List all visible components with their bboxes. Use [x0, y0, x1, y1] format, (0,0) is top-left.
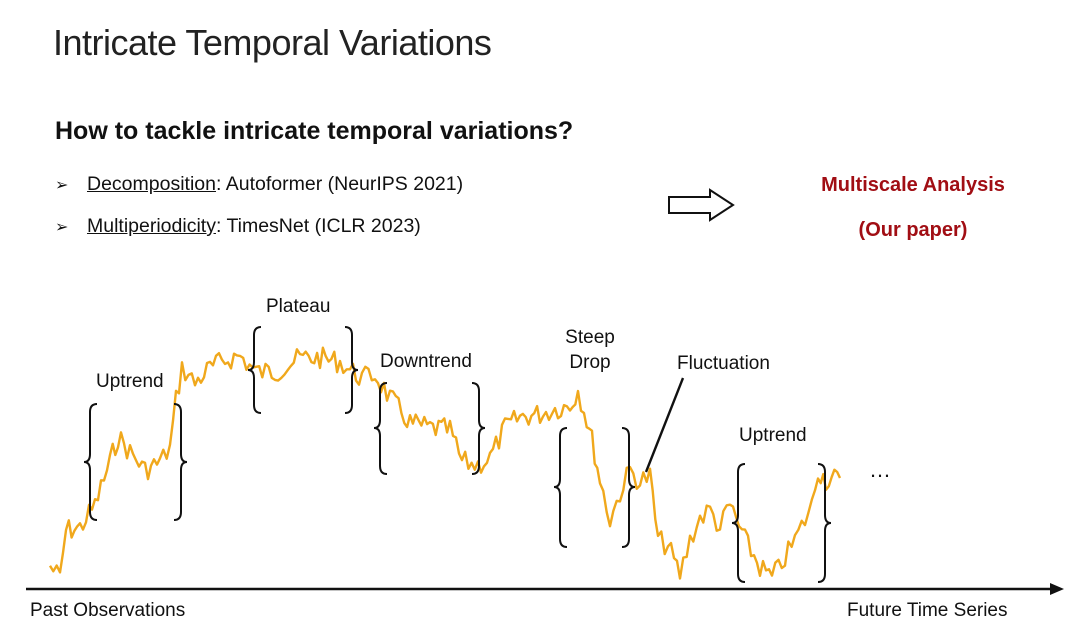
- brace-uptrend2-right: [817, 463, 832, 583]
- label-uptrend-2: Uptrend: [739, 425, 807, 446]
- bullet-term: Multiperiodicity: [87, 215, 216, 237]
- bullet-arrow-icon: ➢: [55, 176, 69, 194]
- label-steep: Steep: [565, 327, 615, 348]
- brace-uptrend2-left: [731, 463, 746, 583]
- question-heading: How to tackle intricate temporal variati…: [55, 117, 574, 145]
- brace-downtrend-right: [471, 382, 486, 475]
- time-axis-arrowhead-icon: [1050, 583, 1064, 595]
- bullet-term: Decomposition: [87, 173, 216, 195]
- right-arrow-icon: [668, 188, 735, 222]
- label-uptrend-1: Uptrend: [96, 371, 164, 392]
- our-paper-label: (Our paper): [858, 219, 968, 241]
- bullet-detail: : TimesNet (ICLR 2023): [215, 215, 421, 237]
- label-fluctuation: Fluctuation: [677, 353, 770, 374]
- future-time-series-label: Future Time Series: [847, 600, 1008, 621]
- bullet-multiperiodicity: ➢ Multiperiodicity : TimesNet (ICLR 2023…: [55, 215, 421, 238]
- brace-plateau-left: [247, 326, 262, 414]
- brace-uptrend-right: [173, 403, 188, 521]
- label-drop: Drop: [569, 352, 611, 373]
- brace-steep-drop-left: [553, 427, 568, 548]
- multiscale-title: Multiscale Analysis: [821, 174, 1005, 196]
- brace-plateau-right: [344, 326, 359, 414]
- label-downtrend: Downtrend: [380, 351, 472, 372]
- label-plateau: Plateau: [266, 296, 331, 317]
- time-series-line: [48, 346, 842, 580]
- bullet-arrow-icon: ➢: [55, 218, 69, 236]
- bullet-detail: : Autoformer (NeurIPS 2021): [215, 173, 464, 195]
- ellipsis-continuation: …: [869, 457, 891, 482]
- slide-title: Intricate Temporal Variations: [53, 22, 492, 63]
- bullet-decomposition: ➢ Decomposition : Autoformer (NeurIPS 20…: [55, 173, 463, 196]
- past-observations-label: Past Observations: [30, 600, 186, 621]
- brace-uptrend-left: [83, 403, 98, 521]
- brace-steep-drop-right: [621, 427, 636, 548]
- brace-downtrend-left: [373, 382, 388, 475]
- fluctuation-pointer: [644, 377, 685, 473]
